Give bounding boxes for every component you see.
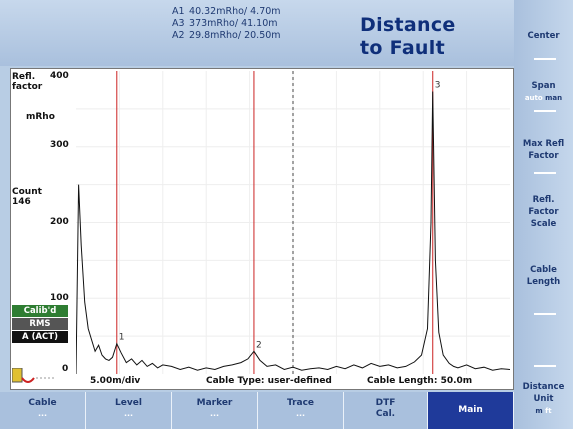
bottom-softkey-bar: Cable... Level... Marker... Trace... DTF… (0, 392, 514, 429)
cable-menu-key[interactable]: Cable... (0, 392, 86, 429)
page-title-line1: Distance (360, 14, 456, 36)
marker-readout-row: A3 373mRho/ 41.10m (172, 18, 278, 29)
refl-factor-scale-softkey[interactable]: Refl. Factor Scale (514, 194, 573, 230)
count-value: 146 (12, 197, 31, 207)
count-label: Count (12, 187, 42, 197)
dtf-cal-menu-key-label-2: Cal. (375, 409, 396, 419)
cable-length-label-1: Cable (530, 265, 557, 275)
status-badge-active-trace: A (ACT) (12, 331, 68, 343)
span-mode-options: auto man (514, 92, 573, 104)
y-axis-label: Refl. factor (12, 72, 42, 92)
submenu-indicator: ... (295, 409, 306, 418)
softkey-divider (534, 58, 556, 60)
dtf-cal-menu-key[interactable]: DTF Cal. (344, 392, 428, 429)
dtf-trace-plot[interactable]: 1 2 3 (76, 71, 510, 374)
main-menu-key-label: Main (458, 405, 483, 415)
distance-unit-feet: ft (545, 407, 552, 415)
refl-factor-scale-label-1: Refl. (532, 195, 555, 205)
y-tick-label: 400 (50, 71, 69, 81)
dtf-cal-menu-key-label: DTF (375, 398, 396, 408)
span-softkey[interactable]: Span auto man (514, 80, 573, 104)
cable-length-label-2: Length (526, 277, 561, 287)
span-softkey-label: Span (531, 81, 556, 91)
y-tick-label: 100 (50, 293, 69, 303)
softkey-divider (534, 365, 556, 367)
refl-factor-scale-label-2: Factor (528, 207, 559, 217)
trace-menu-key[interactable]: Trace... (258, 392, 344, 429)
y-tick-label: 0 (62, 364, 69, 374)
marker-readout: A1 40.32mRho/ 4.70m A3 373mRho/ 41.10m A… (172, 6, 281, 42)
scale-per-div: 5.00m/div (90, 376, 141, 386)
marker-readout-row: A1 40.32mRho/ 4.70m (172, 6, 281, 17)
page-title: Distance to Fault (360, 14, 456, 60)
distance-unit-options: m ft (514, 405, 573, 417)
dtf-trace-line (76, 91, 510, 374)
distance-unit-label-2: Unit (533, 394, 554, 404)
plot-info-bar: 5.00m/div Cable Type: user-defined Cable… (76, 376, 510, 388)
span-mode-auto: auto (524, 94, 543, 102)
marker-label-1: 1 (119, 332, 125, 342)
marker-readout-row: A2 29.8mRho/ 20.50m (172, 30, 281, 41)
cable-menu-key-label: Cable (28, 398, 57, 408)
status-badge-rms: RMS (12, 318, 68, 330)
submenu-indicator: ... (209, 409, 220, 418)
max-refl-factor-label-2: Factor (528, 151, 559, 161)
distance-unit-label-1: Distance (522, 382, 565, 392)
softkey-panel: Center Span auto man Max Refl Factor Ref… (514, 0, 573, 429)
center-softkey[interactable]: Center (514, 30, 573, 42)
cable-connector-icon (12, 368, 56, 383)
y-tick-label: 200 (50, 217, 69, 227)
cable-type-readout: Cable Type: user-defined (206, 376, 332, 386)
level-menu-key-label: Level (115, 398, 142, 408)
y-axis-unit: mRho (26, 112, 55, 122)
softkey-divider (534, 313, 556, 315)
marker-menu-key-label: Marker (196, 398, 233, 408)
distance-unit-softkey[interactable]: Distance Unit m ft (514, 381, 573, 417)
main-menu-key[interactable]: Main (428, 392, 514, 429)
count-readout: Count 146 (12, 187, 42, 207)
span-mode-man: man (545, 94, 563, 102)
max-refl-factor-softkey[interactable]: Max Refl Factor (514, 138, 573, 162)
y-tick-label: 300 (50, 140, 69, 150)
center-softkey-label: Center (527, 31, 560, 41)
submenu-indicator: ... (37, 409, 48, 418)
distance-unit-meters: m (535, 407, 543, 415)
level-menu-key[interactable]: Level... (86, 392, 172, 429)
cable-length-softkey[interactable]: Cable Length (514, 264, 573, 288)
marker-menu-key[interactable]: Marker... (172, 392, 258, 429)
softkey-divider (534, 110, 556, 112)
softkey-divider (534, 172, 556, 174)
trace-menu-key-label: Trace (286, 398, 315, 408)
y-axis-label-line2: factor (12, 82, 43, 92)
submenu-indicator: ... (123, 409, 134, 418)
header-bar: A1 40.32mRho/ 4.70m A3 373mRho/ 41.10m A… (0, 0, 514, 66)
page-title-line2: to Fault (360, 37, 445, 59)
y-axis-label-line1: Refl. (12, 72, 36, 82)
refl-factor-scale-label-3: Scale (530, 219, 557, 229)
cable-length-readout: Cable Length: 50.0m (367, 376, 473, 386)
status-badge-calibrated: Calib'd (12, 305, 68, 317)
max-refl-factor-label-1: Max Refl (522, 139, 565, 149)
marker-label-3: 3 (435, 80, 441, 90)
marker-label-2: 2 (256, 340, 262, 350)
